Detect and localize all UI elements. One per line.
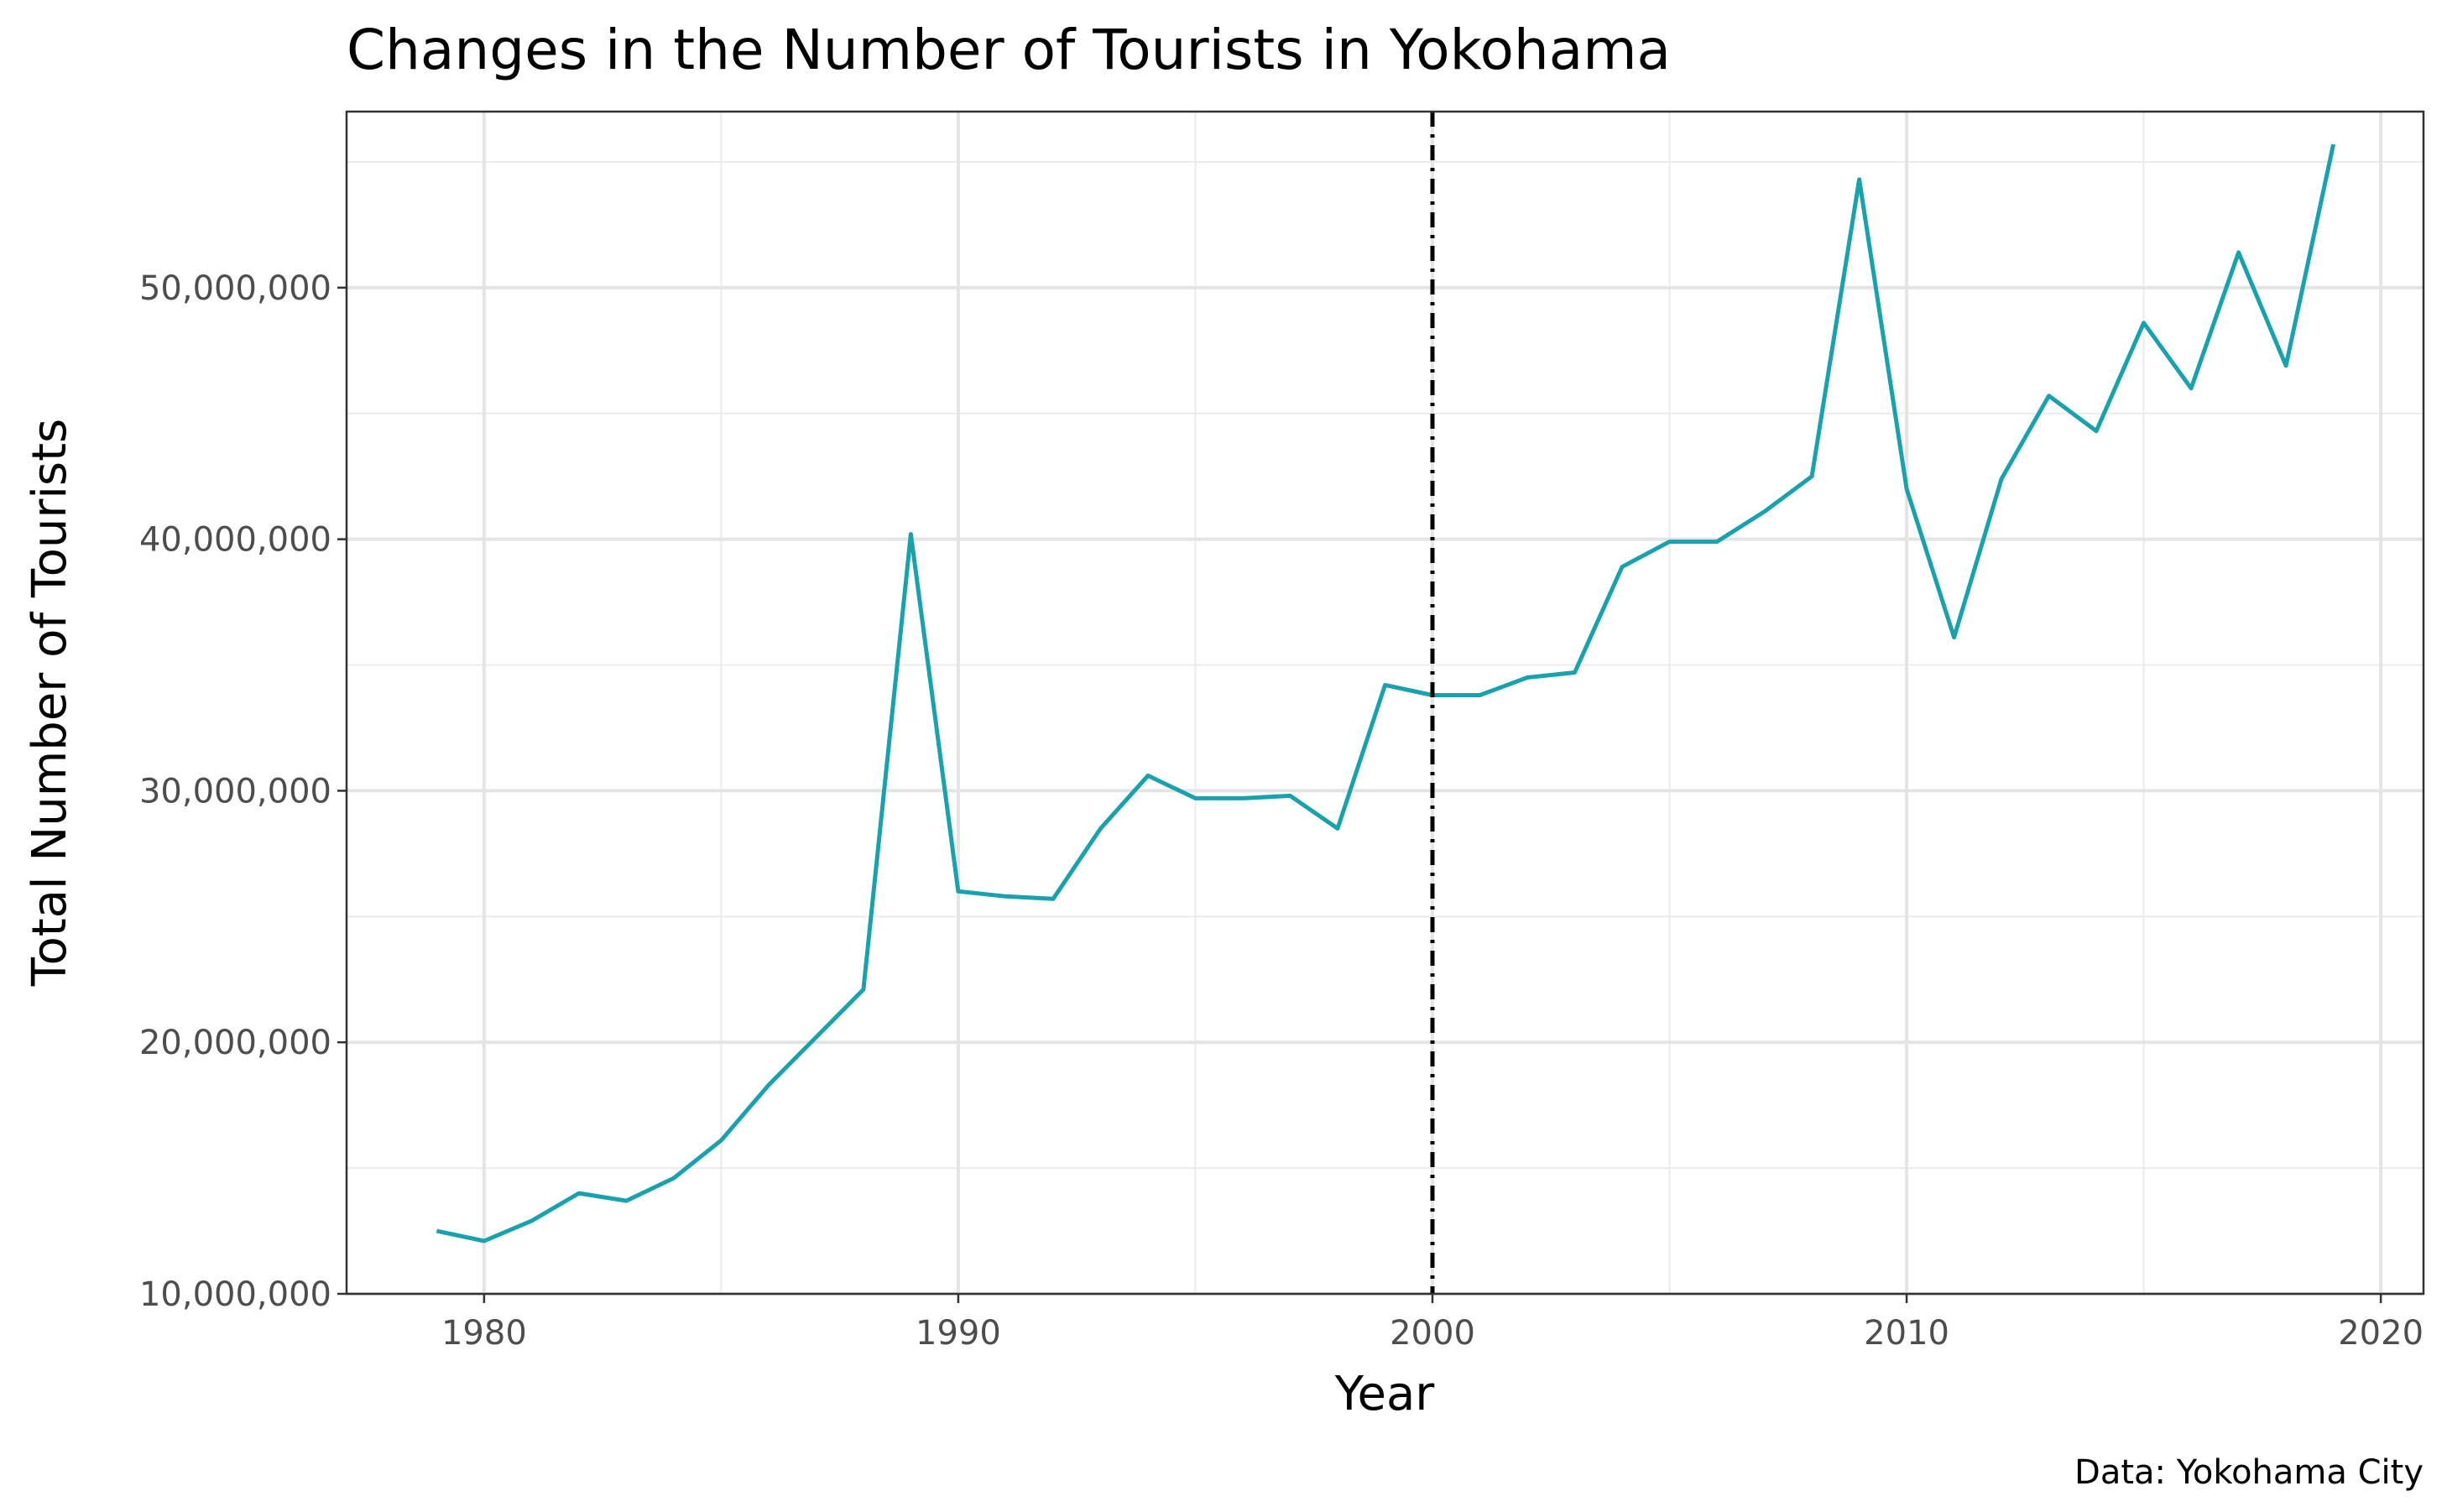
y-tick-label-0: 10,000,000 — [139, 1275, 331, 1314]
series-line — [436, 143, 2336, 1243]
y-tick-label-1: 20,000,000 — [139, 1024, 331, 1062]
x-axis: 1980 1990 2000 2010 2020 — [441, 1294, 2424, 1353]
chart-title: Changes in the Number of Tourists in Yok… — [347, 18, 1671, 82]
x-tick-label-1980: 1980 — [441, 1314, 527, 1353]
x-tick-label-2010: 2010 — [1864, 1314, 1949, 1353]
plot-panel — [345, 110, 2425, 1296]
x-tick-label-2020: 2020 — [2338, 1314, 2424, 1353]
y-tick-label-3: 40,000,000 — [139, 521, 331, 560]
x-axis-title: Year — [1334, 1367, 1436, 1421]
y-tick-label-2: 30,000,000 — [139, 772, 331, 811]
panel-background — [347, 112, 2424, 1294]
y-axis-title: Total Number of Tourists — [23, 419, 77, 987]
y-tick-label-4: 50,000,000 — [139, 269, 331, 308]
grid-minor — [347, 112, 2424, 1294]
panel-border — [345, 110, 2425, 1296]
y-axis: 10,000,000 20,000,000 30,000,000 40,000,000… — [139, 269, 347, 1314]
chart-caption: Data: Yokohama City — [2074, 1453, 2424, 1492]
x-tick-label-1990: 1990 — [916, 1314, 1001, 1353]
x-tick-label-2000: 2000 — [1390, 1314, 1475, 1353]
